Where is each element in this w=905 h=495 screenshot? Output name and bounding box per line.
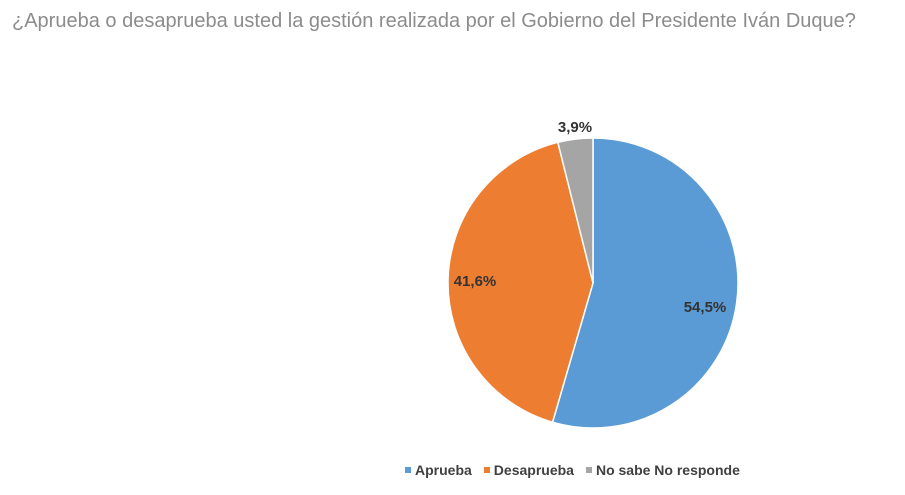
legend-item-aprueba: Aprueba	[405, 462, 472, 478]
legend-label-aprueba: Aprueba	[415, 462, 472, 478]
data-label-no-sabe: 3,9%	[558, 119, 592, 136]
legend-swatch-desaprueba	[483, 467, 490, 473]
legend-label-no-sabe: No sabe No responde	[595, 462, 740, 478]
legend-swatch-aprueba	[405, 467, 411, 473]
pie-slice-desaprueba	[447, 141, 594, 424]
chart-legend: Aprueba Desaprueba No sabe No responde	[405, 462, 752, 478]
legend-label-desaprueba: Desaprueba	[493, 462, 574, 478]
legend-item-no-sabe: No sabe No responde	[585, 462, 740, 478]
data-label-aprueba: 54,5%	[684, 299, 727, 316]
legend-item-desaprueba: Desaprueba	[483, 462, 574, 478]
data-label-desaprueba: 41,6%	[454, 273, 497, 290]
pie-slice-no-sabe	[556, 137, 594, 284]
chart-title: ¿Aprueba o desaprueba usted la gestión r…	[12, 10, 856, 32]
legend-swatch-no-sabe	[585, 467, 592, 473]
pie-slice-aprueba	[551, 137, 739, 429]
